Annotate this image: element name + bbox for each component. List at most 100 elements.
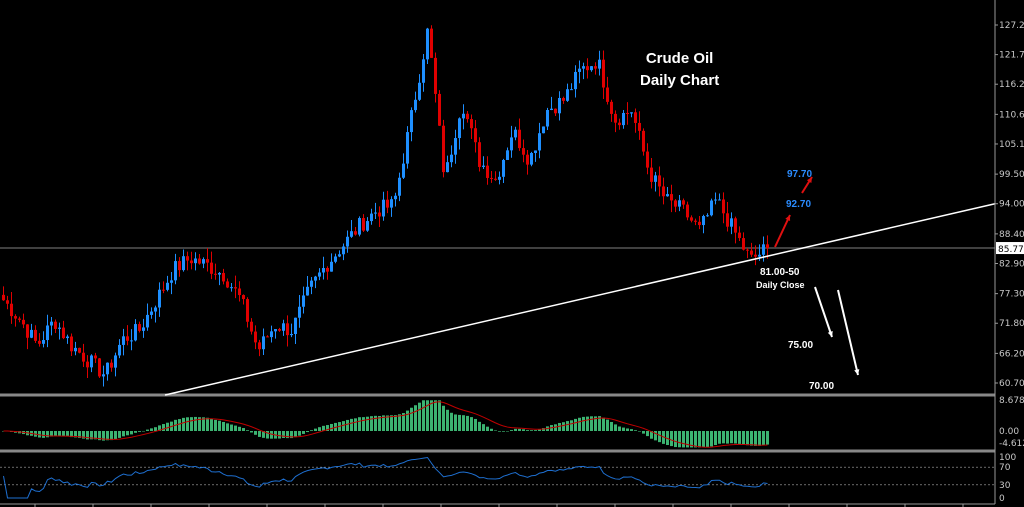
macd-histogram-bar bbox=[50, 431, 53, 437]
macd-histogram-bar bbox=[330, 423, 333, 431]
macd-histogram-bar bbox=[122, 431, 125, 437]
candle-body bbox=[466, 113, 469, 120]
candle-body bbox=[742, 238, 745, 250]
macd-histogram-bar bbox=[622, 427, 625, 431]
macd-histogram-bar bbox=[298, 431, 301, 436]
candle-body bbox=[754, 254, 757, 257]
up-arrow-1 bbox=[774, 214, 791, 248]
candle-body bbox=[246, 299, 249, 322]
candle-body bbox=[510, 137, 513, 151]
candle-body bbox=[650, 167, 653, 182]
macd-histogram-bar bbox=[394, 415, 397, 431]
target-2-label: 97.70 bbox=[787, 169, 813, 180]
macd-histogram-bar bbox=[574, 418, 577, 431]
down-arrow-1 bbox=[814, 286, 833, 338]
macd-histogram-bar bbox=[46, 431, 49, 438]
macd-histogram-bar bbox=[698, 431, 701, 448]
candle-body bbox=[258, 342, 261, 350]
chart-title: Crude Oil Daily Chart bbox=[640, 48, 719, 92]
candle-body bbox=[202, 259, 205, 264]
candle-body bbox=[294, 317, 297, 335]
macd-histogram-bar bbox=[454, 414, 457, 431]
candle-body bbox=[610, 101, 613, 114]
candle-body bbox=[418, 82, 421, 100]
candle-body bbox=[722, 199, 725, 214]
macd-histogram-bar bbox=[742, 431, 745, 445]
macd-histogram-bar bbox=[38, 431, 41, 438]
macd-histogram-bar bbox=[282, 431, 285, 438]
candle-body bbox=[114, 355, 117, 368]
candle-body bbox=[118, 344, 121, 356]
macd-histogram-bar bbox=[610, 421, 613, 431]
candle-body bbox=[590, 66, 593, 71]
candle-body bbox=[386, 199, 389, 208]
macd-histogram-bar bbox=[318, 427, 321, 431]
macd-histogram-bar bbox=[346, 419, 349, 431]
candle-body bbox=[242, 295, 245, 300]
candle-body bbox=[26, 324, 29, 338]
macd-histogram-bar bbox=[474, 418, 477, 431]
candle-body bbox=[330, 261, 333, 272]
macd-histogram-bar bbox=[678, 431, 681, 448]
candle-body bbox=[626, 112, 629, 114]
macd-histogram-bar bbox=[714, 431, 717, 446]
candle-body bbox=[302, 295, 305, 307]
macd-histogram-bar bbox=[762, 431, 765, 446]
candle-body bbox=[554, 108, 557, 114]
macd-histogram-bar bbox=[210, 418, 213, 431]
macd-histogram-bar bbox=[202, 417, 205, 431]
macd-histogram-bar bbox=[618, 426, 621, 431]
macd-histogram-bar bbox=[510, 430, 513, 431]
downside-1-label: 75.00 bbox=[788, 340, 814, 351]
macd-histogram-bar bbox=[290, 431, 293, 439]
macd-histogram-bar bbox=[386, 415, 389, 431]
candle-body bbox=[270, 331, 273, 338]
candle-body bbox=[406, 132, 409, 164]
candle-body bbox=[102, 374, 105, 377]
candle-body bbox=[194, 258, 197, 264]
candle-body bbox=[646, 151, 649, 168]
macd-histogram-bar bbox=[586, 416, 589, 431]
candle-body bbox=[462, 113, 465, 119]
candle-body bbox=[266, 336, 269, 338]
macd-histogram-bar bbox=[158, 425, 161, 431]
candle-body bbox=[230, 287, 233, 289]
candle-body bbox=[210, 262, 213, 274]
candle-body bbox=[570, 89, 573, 91]
macd-histogram-bar bbox=[350, 418, 353, 431]
candle-body bbox=[254, 331, 257, 343]
candle-body bbox=[138, 324, 141, 331]
macd-histogram-bar bbox=[498, 431, 501, 432]
candle-body bbox=[750, 250, 753, 255]
candle-body bbox=[530, 153, 533, 165]
rsi-tick-label: 30 bbox=[999, 481, 1011, 491]
macd-histogram-bar bbox=[694, 431, 697, 448]
candle-body bbox=[382, 199, 385, 217]
macd-histogram-bar bbox=[98, 431, 101, 441]
candle-body bbox=[542, 126, 545, 134]
macd-histogram-bar bbox=[378, 415, 381, 431]
macd-histogram-bar bbox=[614, 424, 617, 431]
macd-histogram-bar bbox=[450, 412, 453, 431]
macd-histogram-bar bbox=[738, 431, 741, 444]
macd-histogram-bar bbox=[258, 431, 261, 437]
macd-histogram-bar bbox=[238, 426, 241, 431]
candle-body bbox=[766, 244, 769, 249]
price-tick-label: 99.50 bbox=[999, 170, 1024, 180]
macd-histogram-bar bbox=[630, 429, 633, 431]
candle-body bbox=[438, 93, 441, 126]
candle-body bbox=[602, 59, 605, 88]
macd-histogram-bar bbox=[506, 431, 509, 432]
candle-body bbox=[410, 110, 413, 133]
macd-histogram-bar bbox=[482, 424, 485, 431]
candle-body bbox=[638, 122, 641, 131]
macd-histogram-bar bbox=[558, 422, 561, 431]
macd-histogram-bar bbox=[418, 402, 421, 431]
candle-body bbox=[322, 268, 325, 273]
candle-body bbox=[398, 177, 401, 196]
macd-histogram-bar bbox=[326, 425, 329, 431]
price-tick-label: 82.90 bbox=[999, 259, 1024, 269]
candle-body bbox=[90, 355, 93, 368]
macd-histogram-bar bbox=[562, 422, 565, 431]
macd-histogram-bar bbox=[134, 431, 137, 433]
